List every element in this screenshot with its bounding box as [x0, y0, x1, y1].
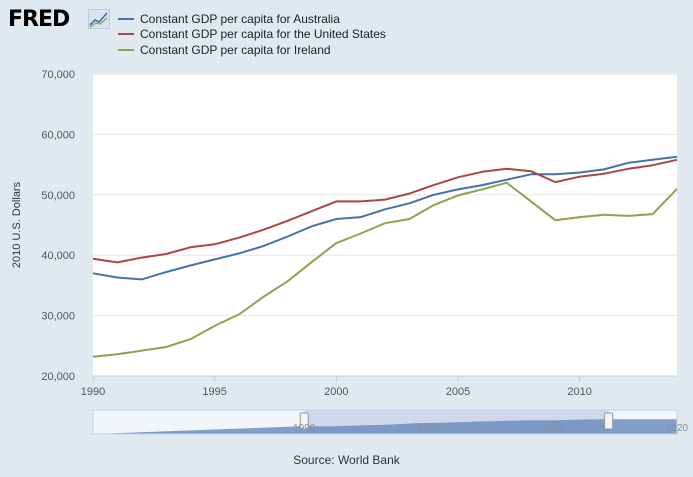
navigator-handle-right[interactable] — [604, 412, 614, 430]
navigator-handle-left[interactable] — [299, 412, 309, 430]
legend-label-ireland: Constant GDP per capita for Ireland — [140, 42, 331, 57]
legend-label-australia: Constant GDP per capita for Australia — [140, 11, 340, 26]
legend-swatch-australia — [118, 17, 134, 20]
logo-text: FRED — [8, 7, 70, 32]
navigator-area — [93, 419, 677, 434]
navigator-tick-label: 2020 — [666, 423, 689, 434]
chart-legend: Constant GDP per capita for Australia Co… — [118, 11, 386, 58]
x-tick-label: 1990 — [81, 386, 105, 398]
y-tick-label: 40,000 — [41, 250, 75, 262]
series-line-ireland[interactable] — [92, 181, 678, 358]
y-tick-label: 30,000 — [41, 311, 75, 323]
y-tick-label: 20,000 — [41, 371, 75, 383]
legend-swatch-united-states — [118, 33, 134, 36]
navigator-tick-label: 1990 — [293, 423, 316, 434]
x-tick-label: 2005 — [446, 386, 470, 398]
y-tick-label: 50,000 — [41, 190, 75, 202]
plot-area — [93, 74, 677, 376]
legend-item-united-states[interactable]: Constant GDP per capita for the United S… — [118, 27, 386, 43]
legend-item-australia[interactable]: Constant GDP per capita for Australia — [118, 11, 386, 27]
navigator-frame — [92, 409, 678, 435]
y-tick-label: 70,000 — [41, 69, 75, 81]
legend-label-united-states: Constant GDP per capita for the United S… — [140, 27, 386, 42]
legend-item-ireland[interactable]: Constant GDP per capita for Ireland — [118, 42, 386, 58]
navigator-tick-label: 2000 — [417, 423, 440, 434]
navigator-tick-label: 2010 — [542, 423, 565, 434]
x-tick-label: 2000 — [324, 386, 348, 398]
series-line-united-states[interactable] — [92, 158, 678, 264]
y-tick-label: 60,000 — [41, 129, 75, 141]
y-axis-label: 2010 U.S. Dollars — [11, 181, 23, 268]
series-line-australia[interactable] — [92, 155, 678, 281]
fred-logo: FRED — [8, 7, 70, 32]
legend-swatch-ireland — [118, 48, 134, 51]
source-note: Source: World Bank — [293, 453, 400, 467]
x-tick-label: 1995 — [202, 386, 226, 398]
x-tick-label: 2010 — [567, 386, 591, 398]
trend-graph-icon — [88, 9, 110, 29]
